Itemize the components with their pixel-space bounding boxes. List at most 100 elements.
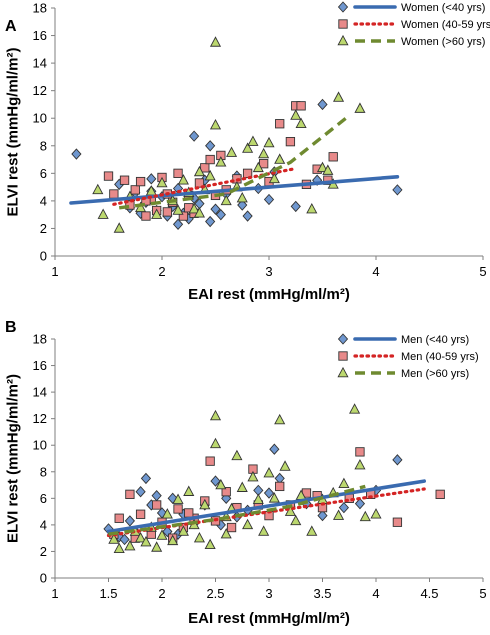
data-point-square [178,211,189,221]
legend-marker-triangle [337,34,349,46]
data-point-triangle [274,153,286,164]
data-point-square [221,487,231,497]
x-tick-label: 4 [372,264,379,279]
data-point-square [135,509,146,519]
legend-entry-label: Women (<40 yrs) [401,2,485,14]
data-point-diamond [135,486,146,498]
data-point-triangle [268,172,280,184]
legend-marker-diamond [337,333,349,345]
data-point-diamond [317,509,328,522]
legend: Men (<40 yrs) Men (40-59 yrs) Men (>60 yrs… [337,333,479,380]
data-point-square [392,517,403,527]
data-point-square [205,154,215,165]
data-point-square [285,136,296,147]
data-point-triangle [97,208,109,219]
data-point-square [130,185,140,195]
legend-entry-label: Men (40-59 yrs) [401,351,479,363]
data-point-diamond [242,210,253,222]
y-tick-label: 14 [33,56,47,71]
data-point-triangle [193,207,206,218]
y-tick-label: 10 [33,111,47,126]
data-point-triangle [290,109,302,120]
data-point-triangle [193,532,206,543]
data-point-square [141,211,151,221]
y-tick-label: 2 [40,221,47,236]
legend-entry-label: Men (<40 yrs) [401,334,469,346]
data-point-triangle [236,481,248,492]
data-point-triangle [333,91,345,102]
legend-series-name: Women [401,36,442,48]
data-points [71,36,403,233]
legend-entry-label: Men (>60 yrs) [401,368,469,380]
data-point-square [103,171,114,181]
y-tick-label: 16 [33,358,47,373]
x-tick-label: 2 [158,264,165,279]
x-tick-label: 3 [265,586,272,601]
data-point-triangle [220,528,232,539]
data-point-triangle [370,508,382,519]
data-point-square [296,101,306,111]
data-point-diamond [140,472,152,485]
data-point-triangle [161,508,173,519]
data-point-triangle [140,535,152,547]
data-point-triangle [135,532,147,543]
data-point-diamond [237,199,248,211]
data-point-triangle [242,518,254,530]
series-young [71,98,403,230]
legend-age-range: (<40 yrs) [442,2,486,14]
data-point-triangle [295,117,307,128]
data-point-diamond [263,193,275,206]
data-point-diamond [151,490,162,502]
data-point-triangle [231,449,243,461]
data-point-diamond [269,443,280,455]
y-tick-label: 12 [33,411,47,426]
legend-marker-triangle [337,366,349,378]
data-point-triangle [316,161,329,173]
panel-b-chart: 0 2 4 6 8 10 12 14 16 18 1 1.5 2 2.5 3 3.5 4 4.5 5 EAI rest… [0,318,490,635]
data-point-square [194,178,205,188]
data-point-triangle [284,505,296,516]
data-point-triangle [279,460,291,471]
data-point-triangle [349,403,361,414]
data-point-diamond [205,140,216,152]
data-point-triangle [258,525,270,536]
x-tick-label: 1 [51,586,58,601]
legend-series-name: Women [401,2,442,14]
x-tick-label: 4 [372,586,379,601]
data-point-triangle [172,204,184,215]
data-point-triangle [354,102,366,113]
data-point-triangle [193,165,206,177]
data-point-triangle [156,176,168,188]
data-point-diamond [317,98,328,111]
data-point-square [114,513,124,523]
data-point-diamond [215,208,226,221]
y-tick-label: 12 [33,83,47,98]
trend-lines [106,479,426,538]
x-tick-label: 5 [479,264,486,279]
data-point-triangle [209,118,222,130]
axes: 0 2 4 6 8 10 12 14 16 18 1 1.5 2 2.5 3 3.5 4 4.5 5 [33,332,487,602]
data-point-triangle [108,533,120,544]
x-tick-label: 2.5 [206,586,224,601]
trend-line-dashed [108,484,366,536]
data-point-triangle [268,492,280,503]
legend-marker-square [338,351,348,361]
data-point-square [125,489,135,499]
data-point-triangle [204,169,216,181]
x-tick-label: 2 [158,586,165,601]
series-old [108,403,382,554]
y-tick-label: 4 [40,517,47,532]
y-tick-label: 18 [33,1,47,16]
panel-a-chart: 0 2 4 6 8 10 12 14 16 18 1 2 3 4 5 EAI rest (mmHg/ml/m²… [0,0,490,317]
x-axis-title: EAI rest (mmHg/ml/m²) [188,610,350,627]
y-axis-title: ELVI rest (mmHg/ml/m²) [5,374,22,543]
panel-letter: B [5,319,17,336]
data-point-diamond [354,497,366,510]
data-point-square [119,175,130,185]
y-tick-label: 18 [33,332,47,347]
data-point-diamond [124,515,136,527]
data-point-diamond [210,203,221,215]
y-tick-label: 4 [40,193,47,208]
